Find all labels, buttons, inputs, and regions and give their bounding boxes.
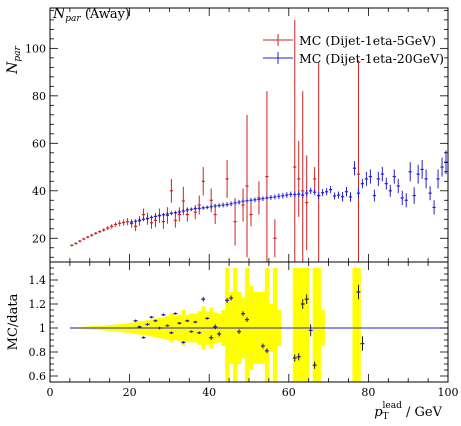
main-y-label-main: N [5, 61, 21, 75]
ratio-y-tick-label: 1 [39, 322, 46, 335]
ratio-band-segment [356, 268, 361, 382]
chart-title-rest: (Away) [81, 7, 130, 22]
x-tick-label: 100 [438, 386, 459, 399]
x-label-sup: lead [383, 401, 403, 411]
main-y-label-sub: par [13, 45, 23, 61]
ratio-band-segment [312, 268, 317, 382]
ratio-band-segment [296, 268, 302, 382]
ratio-y-tick-label: 0.6 [29, 370, 47, 383]
main-y-tick-label: 60 [32, 137, 46, 150]
ratio-band-segment [316, 268, 321, 382]
series-dijet-5gev [70, 19, 361, 262]
ratio-y-tick-label: 1.4 [29, 274, 47, 287]
x-tick-label: 60 [282, 386, 296, 399]
main-y-tick-label: 80 [32, 90, 46, 103]
x-tick-label: 0 [47, 386, 54, 399]
ratio-band-segment [292, 268, 298, 382]
x-label-sub: T [383, 412, 389, 422]
chart-title-main: N [52, 6, 66, 22]
x-axis-label: pTlead / GeV [374, 401, 442, 422]
ratio-points [133, 284, 365, 369]
axes: 0 20 40 60 80 100 20 40 60 80 100 0.6 0.8 1 1.2 1.4 [25, 7, 459, 399]
main-y-tick-label: 100 [25, 42, 46, 55]
ratio-band-segment [272, 268, 278, 382]
ratio-band-segment [245, 268, 250, 382]
main-y-tick-label: 20 [32, 232, 46, 245]
ratio-band-segment [264, 268, 270, 382]
series-dijet-20gev [129, 150, 448, 225]
chart-title: Npar (Away) [52, 6, 130, 24]
ratio-band-segment [233, 268, 238, 382]
x-tick-label: 40 [202, 386, 216, 399]
legend-entry-5gev: MC (Dijet-1eta-5GeV) [263, 33, 436, 48]
chart-title-sub: par [65, 14, 81, 24]
x-tick-label: 80 [361, 386, 375, 399]
legend-label-20gev: MC (Dijet-1eta-20GeV) [299, 51, 444, 66]
ratio-band-segment [225, 268, 230, 382]
ratio-y-label: MC/data [6, 293, 21, 350]
main-y-tick-label: 40 [32, 185, 46, 198]
ratio-y-tick-label: 0.8 [29, 346, 47, 359]
ratio-y-tick-label: 1.2 [29, 298, 47, 311]
legend-entry-20gev: MC (Dijet-1eta-20GeV) [263, 51, 444, 66]
legend: MC (Dijet-1eta-5GeV) MC (Dijet-1eta-20Ge… [263, 33, 444, 66]
x-label-unit: / GeV [402, 405, 443, 420]
ratio-band-segment [352, 268, 357, 382]
x-tick-label: 20 [123, 386, 137, 399]
legend-label-5gev: MC (Dijet-1eta-5GeV) [299, 33, 436, 48]
ratio-band-segment [304, 268, 309, 382]
main-y-label: Npar [5, 45, 23, 74]
ratio-band-segment [300, 268, 306, 382]
x-label-main: p [374, 405, 383, 420]
